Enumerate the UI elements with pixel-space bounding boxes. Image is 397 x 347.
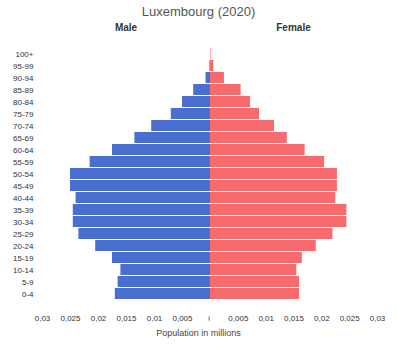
- svg-text:60-64: 60-64: [13, 146, 34, 155]
- svg-text:0,01: 0,01: [258, 314, 274, 323]
- html-text:Luxembourg (2020): Luxembourg (2020): [141, 4, 256, 19]
- svg-text:30-34: 30-34: [13, 218, 34, 227]
- svg-text:10-14: 10-14: [13, 266, 34, 275]
- svg-text:100+: 100+: [15, 50, 33, 59]
- svg-text:50-54: 50-54: [13, 170, 34, 179]
- svg-text:75-79: 75-79: [13, 110, 34, 119]
- svg-text:85-89: 85-89: [13, 86, 34, 95]
- svg-text:0,01: 0,01: [147, 314, 163, 323]
- svg-text:55-59: 55-59: [13, 158, 34, 167]
- svg-text:40-44: 40-44: [13, 194, 34, 203]
- svg-text:0,03: 0,03: [370, 314, 386, 323]
- svg-text:25-29: 25-29: [13, 230, 34, 239]
- svg-text:0-4: 0-4: [22, 290, 34, 299]
- svg-text:0,005: 0,005: [228, 314, 249, 323]
- svg-text:95-99: 95-99: [13, 62, 34, 71]
- svg-text:0: 0: [208, 314, 210, 323]
- svg-text:90-94: 90-94: [13, 74, 34, 83]
- svg-text:0,03: 0,03: [35, 314, 51, 323]
- svg-text:0,025: 0,025: [340, 314, 361, 323]
- svg-text:35-39: 35-39: [13, 206, 34, 215]
- svg-text:15-19: 15-19: [13, 254, 34, 263]
- svg-text:80-84: 80-84: [13, 98, 34, 107]
- svg-text:65-69: 65-69: [13, 134, 34, 143]
- svg-text:0,02: 0,02: [91, 314, 107, 323]
- html-text:Female: Female: [276, 22, 311, 33]
- svg-text:0,015: 0,015: [284, 314, 305, 323]
- svg-text:0,02: 0,02: [314, 314, 330, 323]
- html-text:Population in millions: Population in millions: [156, 328, 241, 338]
- svg-text:70-74: 70-74: [13, 122, 34, 131]
- svg-text:45-49: 45-49: [13, 182, 34, 191]
- svg-text:0,015: 0,015: [116, 314, 137, 323]
- svg-text:0,005: 0,005: [172, 314, 193, 323]
- svg-text:0,025: 0,025: [60, 314, 81, 323]
- svg-text:20-24: 20-24: [13, 242, 34, 251]
- svg-text:5-9: 5-9: [22, 278, 34, 287]
- html-text:Male: Male: [114, 22, 138, 33]
